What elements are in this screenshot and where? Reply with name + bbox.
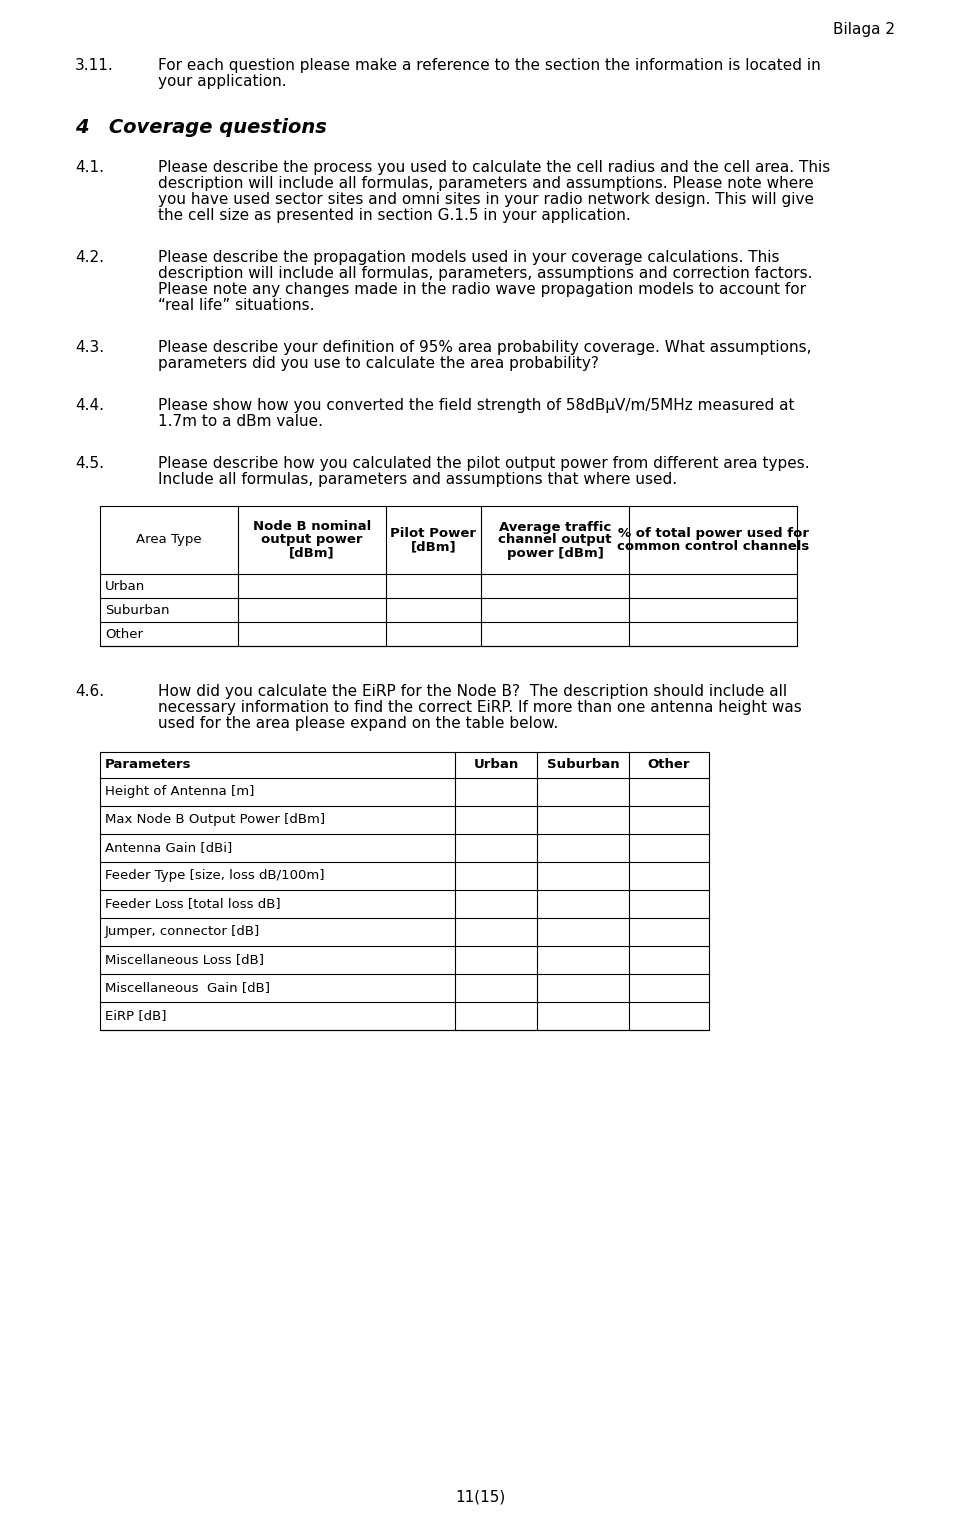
Text: 3.11.: 3.11. (75, 58, 113, 73)
Text: you have used sector sites and omni sites in your radio network design. This wil: you have used sector sites and omni site… (158, 192, 814, 207)
Text: Feeder Type [size, loss dB/100m]: Feeder Type [size, loss dB/100m] (105, 869, 324, 883)
Text: Area Type: Area Type (136, 534, 202, 546)
Text: “real life” situations.: “real life” situations. (158, 298, 315, 314)
Text: 4.3.: 4.3. (75, 339, 104, 355)
Text: Suburban: Suburban (105, 604, 170, 616)
Text: [dBm]: [dBm] (289, 546, 335, 560)
Text: 4.2.: 4.2. (75, 250, 104, 265)
Text: 1.7m to a dBm value.: 1.7m to a dBm value. (158, 414, 323, 429)
Text: Other: Other (648, 758, 690, 772)
Text: Suburban: Suburban (546, 758, 619, 772)
Text: Please note any changes made in the radio wave propagation models to account for: Please note any changes made in the radi… (158, 282, 806, 297)
Text: parameters did you use to calculate the area probability?: parameters did you use to calculate the … (158, 356, 599, 371)
Text: used for the area please expand on the table below.: used for the area please expand on the t… (158, 715, 559, 731)
Text: Bilaga 2: Bilaga 2 (833, 21, 895, 37)
Text: Urban: Urban (105, 580, 145, 592)
Text: description will include all formulas, parameters, assumptions and correction fa: description will include all formulas, p… (158, 266, 812, 282)
Text: 4.1.: 4.1. (75, 160, 104, 175)
Text: Please describe the process you used to calculate the cell radius and the cell a: Please describe the process you used to … (158, 160, 830, 175)
Bar (100, 505, 797, 645)
Text: Feeder Loss [total loss dB]: Feeder Loss [total loss dB] (105, 898, 280, 910)
Text: Urban: Urban (473, 758, 518, 772)
Text: Max Node B Output Power [dBm]: Max Node B Output Power [dBm] (105, 813, 325, 826)
Text: Please describe your definition of 95% area probability coverage. What assumptio: Please describe your definition of 95% a… (158, 339, 811, 355)
Text: your application.: your application. (158, 75, 287, 88)
Text: Include all formulas, parameters and assumptions that where used.: Include all formulas, parameters and ass… (158, 472, 677, 487)
Text: How did you calculate the EiRP for the Node B?  The description should include a: How did you calculate the EiRP for the N… (158, 683, 787, 699)
Text: Antenna Gain [dBi]: Antenna Gain [dBi] (105, 842, 232, 854)
Text: Average traffic: Average traffic (499, 521, 612, 534)
Text: Please describe how you calculated the pilot output power from different area ty: Please describe how you calculated the p… (158, 457, 809, 470)
Text: EiRP [dB]: EiRP [dB] (105, 1009, 166, 1023)
Text: the cell size as presented in section G.1.5 in your application.: the cell size as presented in section G.… (158, 209, 631, 224)
Text: output power: output power (261, 534, 363, 546)
Text: Miscellaneous Loss [dB]: Miscellaneous Loss [dB] (105, 953, 264, 966)
Text: Please describe the propagation models used in your coverage calculations. This: Please describe the propagation models u… (158, 250, 780, 265)
Text: necessary information to find the correct EiRP. If more than one antenna height : necessary information to find the correc… (158, 700, 802, 715)
Text: Jumper, connector [dB]: Jumper, connector [dB] (105, 925, 260, 939)
Text: Height of Antenna [m]: Height of Antenna [m] (105, 785, 254, 799)
Text: Other: Other (105, 627, 143, 641)
Text: power [dBm]: power [dBm] (507, 546, 604, 560)
Text: For each question please make a reference to the section the information is loca: For each question please make a referenc… (158, 58, 821, 73)
Text: 11(15): 11(15) (455, 1490, 505, 1505)
Text: Parameters: Parameters (105, 758, 191, 772)
Text: 4.6.: 4.6. (75, 683, 104, 699)
Text: 4.5.: 4.5. (75, 457, 104, 470)
Text: Miscellaneous  Gain [dB]: Miscellaneous Gain [dB] (105, 982, 270, 994)
Text: Pilot Power: Pilot Power (391, 527, 476, 540)
Text: description will include all formulas, parameters and assumptions. Please note w: description will include all formulas, p… (158, 177, 814, 190)
Text: Please show how you converted the field strength of 58dBμV/m/5MHz measured at: Please show how you converted the field … (158, 397, 795, 412)
Text: [dBm]: [dBm] (411, 540, 456, 552)
Text: common control channels: common control channels (617, 540, 809, 552)
Text: % of total power used for: % of total power used for (617, 527, 808, 540)
Text: Node B nominal: Node B nominal (252, 521, 372, 534)
Text: channel output: channel output (498, 534, 612, 546)
Text: 4   Coverage questions: 4 Coverage questions (75, 119, 326, 137)
Bar (100, 752, 709, 1030)
Text: 4.4.: 4.4. (75, 397, 104, 412)
